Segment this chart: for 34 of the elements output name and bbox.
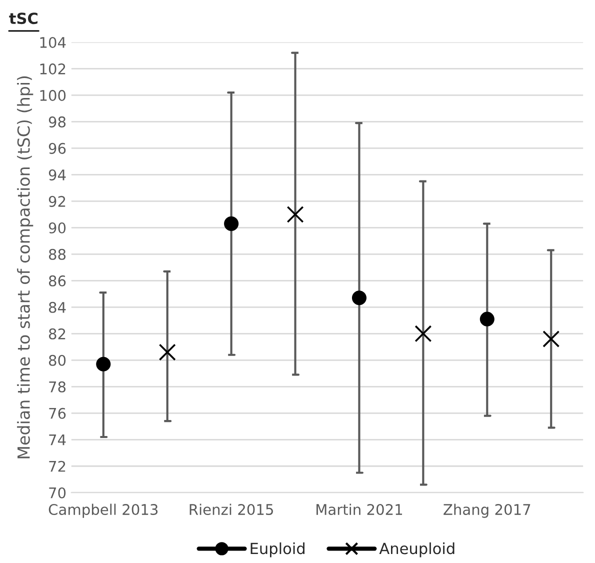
y-tick-label: 80 bbox=[48, 354, 66, 366]
chart-title: tSC bbox=[9, 12, 38, 24]
y-tick-label: 98 bbox=[48, 116, 66, 128]
y-tick-label: 76 bbox=[49, 408, 66, 419]
point bbox=[158, 344, 176, 361]
y-tick-label: 90 bbox=[48, 222, 66, 234]
x-tick-label: Rienzi 2015 bbox=[190, 504, 273, 516]
y-tick-label: 70 bbox=[49, 487, 66, 498]
y-tick-label: 100 bbox=[40, 90, 66, 101]
y-tick-label: 72 bbox=[49, 460, 66, 472]
point bbox=[480, 312, 494, 326]
y-tick-label: 92 bbox=[48, 196, 66, 207]
y-tick-label: 102 bbox=[40, 63, 66, 74]
y-tick-label: 86 bbox=[48, 275, 66, 286]
y-tick-label: 84 bbox=[48, 302, 66, 313]
y-axis-title: Median time to start of compaction (tSC) (hpi) bbox=[17, 76, 34, 458]
x-tick-label: Campbell 2013 bbox=[48, 504, 158, 518]
point bbox=[286, 206, 304, 223]
x-tick-label: Martin 2021 bbox=[316, 504, 402, 516]
point bbox=[542, 330, 560, 348]
y-tick-label: 96 bbox=[48, 142, 66, 154]
y-tick-label: 74 bbox=[49, 434, 66, 446]
x-tick-label: Zhang 2017 bbox=[444, 504, 530, 518]
point bbox=[224, 216, 239, 231]
y-tick-label: 88 bbox=[48, 248, 66, 260]
y-tick-label: 94 bbox=[48, 169, 66, 180]
y-tick-label: 104 bbox=[40, 36, 66, 48]
point bbox=[96, 356, 111, 372]
legend-label: Aneuploid bbox=[379, 542, 454, 558]
legend-label: Euploid bbox=[250, 542, 304, 558]
y-tick-label: 78 bbox=[49, 381, 66, 392]
y-tick-label: 82 bbox=[48, 328, 66, 340]
point bbox=[414, 325, 432, 342]
point bbox=[352, 290, 367, 306]
